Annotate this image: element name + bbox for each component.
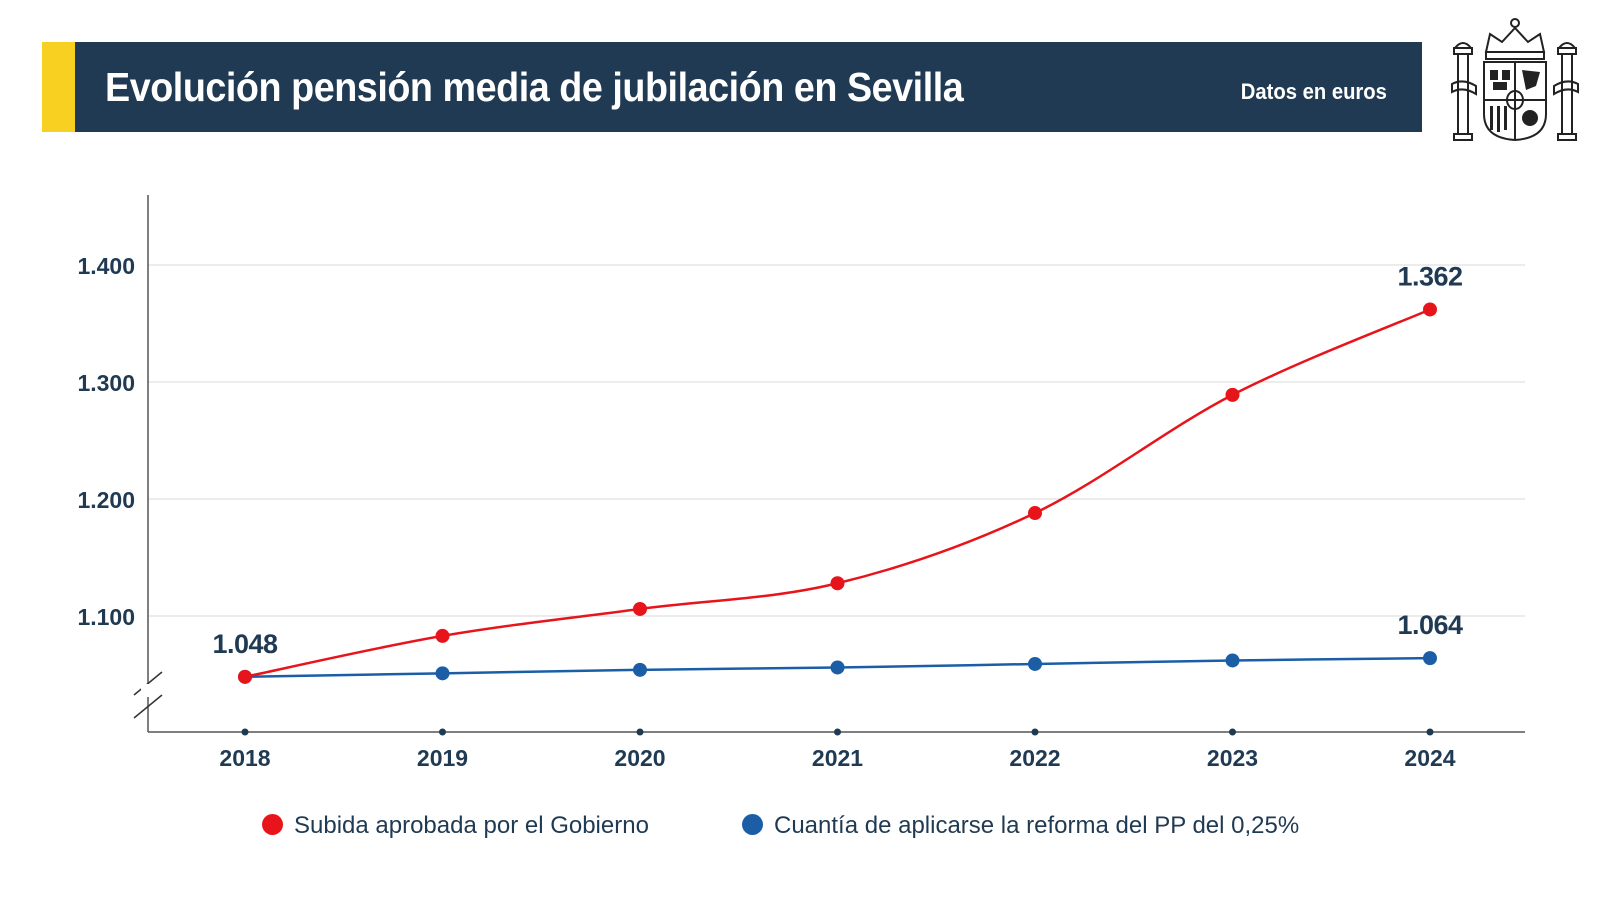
- units-label: Datos en euros: [1240, 79, 1387, 104]
- title-banner: Evolución pensión media de jubilación en…: [42, 42, 1422, 132]
- data-point-1: [435, 666, 450, 681]
- axes: 1.100 1.200 1.300 1.400 2018 2019 2020 2021 2022…: [77, 195, 1525, 771]
- legend-label-gobierno: Subida aprobada por el Gobierno: [294, 812, 649, 839]
- data-label: 1.064: [1397, 610, 1463, 640]
- data-point-0: [633, 601, 647, 616]
- x-tick-dot: [1426, 728, 1434, 736]
- x-tick-label: 2022: [1009, 745, 1060, 771]
- x-tick-dot: [241, 728, 249, 736]
- x-tick-label: 2023: [1207, 745, 1258, 771]
- x-tick-dot: [439, 728, 446, 736]
- data-point-0: [1423, 302, 1437, 317]
- data-point-0: [830, 576, 845, 591]
- y-tick-label: 1.400: [77, 253, 135, 279]
- axis-break-gap: [141, 684, 155, 697]
- y-tick-label: 1.200: [77, 487, 135, 513]
- x-tick-label: 2019: [417, 745, 468, 771]
- legend-label-reforma-pp: Cuantía de aplicarse la reforma del PP d…: [774, 812, 1300, 839]
- x-tick-label: 2020: [614, 745, 665, 771]
- data-point-1: [633, 662, 647, 677]
- y-tick-label: 1.300: [77, 370, 135, 396]
- x-tick-dot: [834, 728, 841, 736]
- data-point-1: [1028, 656, 1042, 671]
- chart-title: Evolución pensión media de jubilación en…: [105, 64, 964, 110]
- legend-swatch-red: [262, 814, 283, 836]
- title-accent-bar: [42, 42, 75, 132]
- data-point-0: [1225, 387, 1240, 402]
- legend-swatch-blue: [742, 814, 763, 836]
- spain-coat-of-arms-icon: [1451, 18, 1579, 142]
- legend-item-gobierno: Subida aprobada por el Gobierno: [262, 806, 649, 846]
- legend: Subida aprobada por el Gobierno Cuantía …: [0, 806, 1600, 846]
- data-point-1: [1225, 653, 1240, 668]
- x-tick-label: 2021: [812, 745, 863, 771]
- gridlines: [148, 264, 1525, 617]
- axis-break-mark: [133, 694, 163, 719]
- data-label: 1.048: [212, 629, 278, 659]
- data-point-0: [435, 628, 450, 643]
- x-tick-label: 2018: [219, 745, 270, 771]
- data-point-0: [1028, 506, 1042, 521]
- series-lines: [238, 302, 1437, 684]
- data-point-0: [238, 669, 252, 684]
- y-tick-label: 1.100: [77, 604, 135, 630]
- x-tick-dot: [636, 728, 644, 736]
- data-point-1: [830, 660, 845, 675]
- data-point-1: [1423, 651, 1437, 666]
- x-tick-label: 2024: [1404, 745, 1455, 771]
- legend-item-reforma-pp: Cuantía de aplicarse la reforma del PP d…: [742, 806, 1299, 846]
- axis-break-mark: [133, 671, 163, 696]
- data-label: 1.362: [1397, 261, 1462, 291]
- x-tick-dot: [1229, 728, 1236, 736]
- x-tick-dot: [1031, 728, 1039, 736]
- series-line-0: [244, 308, 1431, 679]
- data-labels: 1.048 1.362 1.064: [212, 261, 1463, 658]
